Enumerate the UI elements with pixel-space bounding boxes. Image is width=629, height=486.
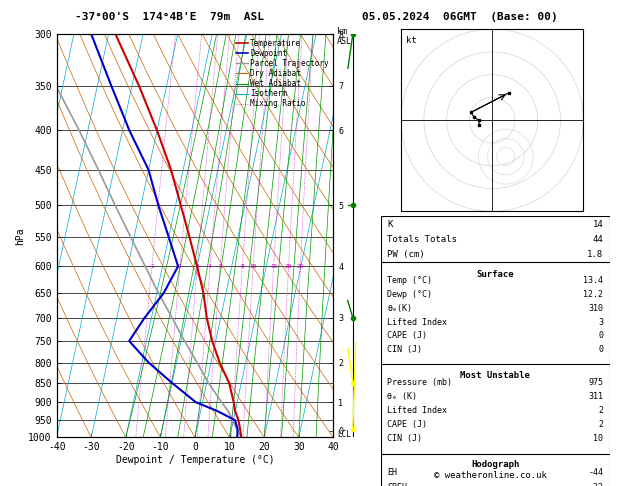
Text: kt: kt <box>406 36 416 45</box>
Text: K: K <box>387 220 392 229</box>
Text: 15: 15 <box>270 264 277 269</box>
Text: 3: 3 <box>195 264 199 269</box>
Text: PW (cm): PW (cm) <box>387 250 425 259</box>
Text: 2: 2 <box>598 420 603 429</box>
Legend: Temperature, Dewpoint, Parcel Trajectory, Dry Adiabat, Wet Adiabat, Isotherm, Mi: Temperature, Dewpoint, Parcel Trajectory… <box>233 35 332 111</box>
Text: -22: -22 <box>588 483 603 486</box>
X-axis label: Dewpoint / Temperature (°C): Dewpoint / Temperature (°C) <box>116 455 274 465</box>
Text: Dewp (°C): Dewp (°C) <box>387 290 432 299</box>
Text: 0: 0 <box>598 345 603 354</box>
Text: 10: 10 <box>249 264 257 269</box>
Text: 5: 5 <box>218 264 222 269</box>
Y-axis label: hPa: hPa <box>16 227 25 244</box>
Text: 311: 311 <box>588 392 603 401</box>
Text: 0: 0 <box>598 331 603 340</box>
Text: 05.05.2024  06GMT  (Base: 00): 05.05.2024 06GMT (Base: 00) <box>362 12 557 22</box>
Text: -37°00'S  174°4B'E  79m  ASL: -37°00'S 174°4B'E 79m ASL <box>75 12 264 22</box>
Text: CIN (J): CIN (J) <box>387 345 423 354</box>
Text: CAPE (J): CAPE (J) <box>387 331 428 340</box>
Text: Temp (°C): Temp (°C) <box>387 277 432 285</box>
Text: 12.2: 12.2 <box>583 290 603 299</box>
Text: 4: 4 <box>208 264 212 269</box>
Text: EH: EH <box>387 469 398 477</box>
Text: 2: 2 <box>598 406 603 415</box>
Text: SREH: SREH <box>387 483 408 486</box>
Text: © weatheronline.co.uk: © weatheronline.co.uk <box>434 471 547 480</box>
Text: θₑ (K): θₑ (K) <box>387 392 418 401</box>
Text: 20: 20 <box>285 264 292 269</box>
Text: 1.8: 1.8 <box>587 250 603 259</box>
Text: 10: 10 <box>593 434 603 443</box>
Text: θₑ(K): θₑ(K) <box>387 304 413 313</box>
Text: 14: 14 <box>593 220 603 229</box>
Text: 975: 975 <box>588 378 603 387</box>
Text: 3: 3 <box>598 318 603 327</box>
Text: km
ASL: km ASL <box>337 27 352 46</box>
Text: Totals Totals: Totals Totals <box>387 235 457 244</box>
Text: 2: 2 <box>178 264 182 269</box>
Text: 310: 310 <box>588 304 603 313</box>
Text: LCL: LCL <box>338 430 352 438</box>
Text: -44: -44 <box>588 469 603 477</box>
Text: Lifted Index: Lifted Index <box>387 318 447 327</box>
Text: Pressure (mb): Pressure (mb) <box>387 378 452 387</box>
Text: 13.4: 13.4 <box>583 277 603 285</box>
Text: 44: 44 <box>593 235 603 244</box>
Text: Surface: Surface <box>477 270 514 278</box>
Text: 25: 25 <box>297 264 304 269</box>
Text: 1: 1 <box>150 264 153 269</box>
Text: Most Unstable: Most Unstable <box>460 371 530 380</box>
Text: CAPE (J): CAPE (J) <box>387 420 428 429</box>
Text: CIN (J): CIN (J) <box>387 434 423 443</box>
Text: Lifted Index: Lifted Index <box>387 406 447 415</box>
Text: 8: 8 <box>240 264 244 269</box>
Text: Hodograph: Hodograph <box>471 460 520 469</box>
